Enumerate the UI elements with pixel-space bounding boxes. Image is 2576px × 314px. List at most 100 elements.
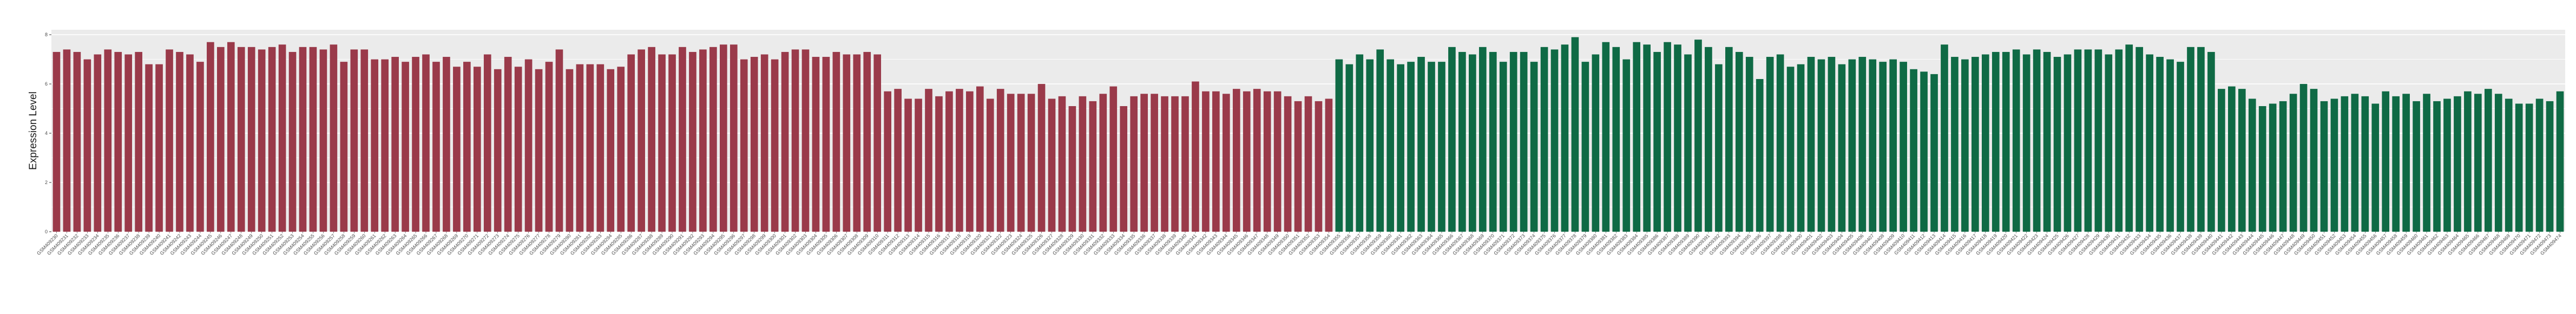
- bar: [760, 54, 768, 232]
- bar: [309, 47, 317, 232]
- bar: [2494, 94, 2502, 232]
- bar: [1223, 94, 1230, 232]
- bar: [2033, 49, 2041, 232]
- bar: [1951, 57, 1959, 232]
- bar: [1838, 64, 1846, 232]
- bar: [360, 49, 369, 232]
- bar: [2464, 91, 2472, 232]
- bar: [166, 49, 173, 232]
- bar: [196, 62, 204, 232]
- bar: [2125, 44, 2133, 232]
- bar: [2392, 96, 2400, 232]
- bar: [1017, 94, 1025, 232]
- bar: [1448, 47, 1456, 232]
- bar: [1192, 81, 1199, 232]
- bar: [915, 99, 922, 232]
- bar: [1325, 99, 1333, 232]
- bar: [63, 49, 71, 232]
- bar: [1120, 106, 1128, 232]
- bar: [1664, 42, 1671, 232]
- bar: [648, 47, 655, 232]
- bar: [1294, 101, 1302, 232]
- bar: [2484, 89, 2492, 232]
- bar: [699, 49, 707, 232]
- bar: [1592, 54, 1600, 232]
- bar: [504, 57, 512, 232]
- bar: [1232, 89, 1240, 232]
- bar: [1674, 44, 1681, 232]
- bar: [2279, 101, 2287, 232]
- bar: [2515, 103, 2523, 232]
- bar: [1992, 51, 2000, 232]
- bar: [2115, 49, 2123, 232]
- bar: [884, 91, 891, 232]
- bar: [1633, 42, 1641, 232]
- bar: [1725, 47, 1733, 232]
- bar: [524, 59, 533, 232]
- bar: [1499, 62, 1507, 232]
- bar: [1428, 62, 1435, 232]
- bar: [2053, 57, 2061, 232]
- bar: [1007, 94, 1015, 232]
- bar: [1941, 44, 1948, 232]
- bar: [473, 67, 481, 232]
- bar: [247, 47, 255, 232]
- bar: [483, 54, 491, 232]
- bar: [299, 47, 307, 232]
- bar: [1048, 99, 1056, 232]
- bar: [2197, 47, 2205, 232]
- bar: [1643, 44, 1651, 232]
- bar: [1478, 47, 1487, 232]
- bar: [1284, 96, 1292, 232]
- bar: [1438, 62, 1445, 232]
- bar: [288, 51, 297, 232]
- bar: [1458, 51, 1466, 232]
- bar: [2187, 47, 2194, 232]
- bar: [1653, 51, 1661, 232]
- y-tick-label: 0: [45, 229, 48, 234]
- bar: [925, 89, 932, 232]
- bar: [2371, 103, 2380, 232]
- bar: [2289, 94, 2297, 232]
- bar: [873, 54, 882, 232]
- bar: [176, 51, 183, 232]
- bar: [1489, 51, 1497, 232]
- bar: [2433, 101, 2441, 232]
- bar: [1540, 47, 1548, 232]
- bar: [1900, 62, 1907, 232]
- bar: [2443, 99, 2451, 232]
- bar: [545, 62, 553, 232]
- bar: [1961, 59, 1969, 232]
- bar: [956, 89, 963, 232]
- bar: [1109, 86, 1118, 232]
- bar: [638, 49, 645, 232]
- bar: [2094, 49, 2102, 232]
- bar: [1253, 89, 1261, 232]
- bar: [750, 57, 758, 232]
- bar: [2135, 47, 2144, 232]
- bar: [1848, 59, 1856, 232]
- bar: [1786, 67, 1795, 232]
- bar: [1089, 101, 1097, 232]
- bar: [1140, 94, 1148, 232]
- bar: [2454, 96, 2461, 232]
- bar: [1797, 64, 1805, 232]
- bar: [1212, 91, 1220, 232]
- bar: [1335, 59, 1343, 232]
- y-tick-label: 6: [45, 81, 48, 87]
- bar: [596, 64, 604, 232]
- bar: [94, 54, 102, 232]
- bar: [966, 91, 974, 232]
- bar: [1058, 96, 1066, 232]
- bar: [1161, 96, 1168, 232]
- bar: [2146, 54, 2153, 232]
- bar: [278, 44, 286, 232]
- bar: [1684, 54, 1692, 232]
- bar: [135, 51, 142, 232]
- bar: [1828, 57, 1836, 232]
- bar: [258, 49, 266, 232]
- bar: [1263, 91, 1271, 232]
- bar: [1386, 59, 1394, 232]
- bar: [1889, 59, 1897, 232]
- bar: [2105, 54, 2113, 232]
